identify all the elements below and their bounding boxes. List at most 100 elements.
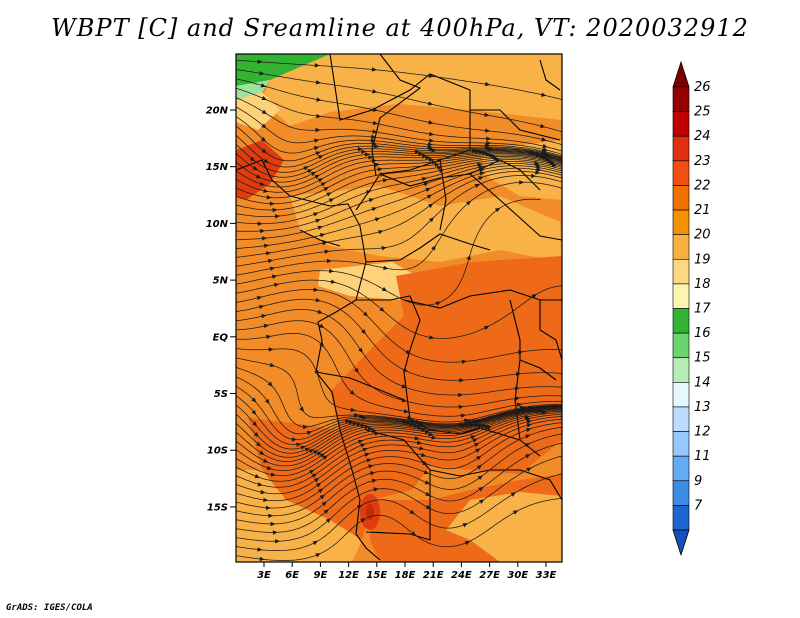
streamline-arrow: [267, 258, 274, 264]
streamline-arrow: [479, 171, 485, 176]
streamline-arrow: [463, 418, 470, 423]
streamlines: [236, 59, 562, 561]
streamline-arrow: [315, 151, 321, 156]
lon-label: 27E: [479, 570, 500, 581]
streamline-arrow: [259, 304, 265, 310]
streamline-arrow: [525, 434, 531, 439]
streamline-arrow: [413, 423, 419, 428]
streamline-arrow: [428, 157, 434, 163]
streamline-arrow: [316, 97, 322, 102]
lon-label: 24E: [451, 570, 472, 581]
colorbar-label: 12: [694, 425, 711, 440]
streamline-arrow: [323, 509, 329, 515]
streamline-arrow: [518, 350, 524, 355]
streamline-arrow: [253, 431, 259, 438]
lon-label: 3E: [257, 570, 271, 581]
streamline-arrow: [464, 541, 471, 546]
streamline-arrow: [316, 113, 322, 119]
streamline-arrow: [265, 251, 272, 256]
lon-label: 12E: [338, 570, 359, 581]
colorbar-swatch: [672, 357, 690, 383]
streamline-arrow: [317, 178, 324, 183]
streamline-arrow: [312, 540, 318, 546]
streamline-arrow: [528, 150, 534, 155]
colorbar-label: 22: [694, 178, 711, 193]
streamline-arrow: [374, 144, 380, 149]
streamline: [236, 395, 562, 445]
streamline-arrow: [266, 334, 272, 340]
streamline-arrow: [272, 530, 278, 535]
colorbar-swatch: [672, 160, 690, 186]
streamline-arrow: [462, 523, 468, 528]
streamline: [236, 348, 562, 423]
streamline-arrow: [256, 441, 262, 447]
streamline-arrow: [320, 182, 327, 187]
streamline: [236, 181, 562, 276]
streamline: [236, 134, 562, 168]
streamline-arrow: [326, 258, 332, 264]
streamline-arrow: [274, 214, 281, 219]
colorbar-swatch: [672, 209, 690, 235]
streamline-arrow: [478, 486, 484, 492]
streamline-arrow: [330, 279, 336, 284]
streamline-arrow: [381, 286, 388, 292]
streamline-arrow: [268, 513, 274, 518]
streamline: [236, 151, 562, 183]
streamline-arrow: [251, 397, 257, 403]
streamline-arrow: [263, 243, 270, 249]
colorbar-label: 18: [694, 277, 711, 292]
streamline: [236, 97, 562, 155]
streamline-arrow: [422, 153, 428, 158]
streamline-arrow: [313, 146, 320, 151]
colorbar-label: 26: [694, 80, 711, 95]
streamline-arrow: [259, 71, 265, 76]
streamline: [236, 366, 562, 428]
streamline-arrow: [378, 230, 384, 235]
streamline-arrow: [551, 162, 558, 168]
streamline-arrow: [515, 371, 522, 377]
streamline-arrow: [469, 423, 476, 429]
streamline-arrow: [421, 427, 427, 432]
streamline-arrow: [259, 181, 265, 186]
streamline-arrow: [254, 473, 260, 479]
streamline-arrow: [374, 431, 380, 436]
streamline-arrow: [483, 325, 490, 331]
streamline: [236, 408, 562, 467]
streamline-arrow: [402, 419, 408, 424]
streamline-arrow: [371, 67, 377, 72]
streamline-arrow: [263, 323, 269, 329]
colorbar-label: 20: [694, 228, 711, 243]
streamline-arrow: [311, 473, 317, 479]
streamline-arrow: [308, 448, 315, 454]
streamline-arrow: [531, 294, 537, 299]
colorbar-swatch: [672, 505, 690, 531]
colorbar-swatch: [672, 185, 690, 211]
colorbar-swatch: [672, 86, 690, 112]
streamline-arrow: [318, 323, 325, 329]
streamline-arrow: [465, 200, 472, 206]
streamline-arrow: [466, 254, 471, 261]
longitude-axis: 3E 6E 9E 12E 15E 18E 21E 24E 27E 30E 33E: [257, 562, 557, 581]
streamline-arrow: [510, 492, 516, 497]
streamline-arrow: [310, 171, 317, 177]
streamline: [236, 407, 562, 454]
streamline-arrow: [269, 201, 275, 206]
streamline-arrow: [371, 207, 377, 212]
streamline-arrow: [536, 167, 542, 172]
streamline-arrow: [359, 414, 365, 419]
streamline-arrow: [475, 149, 481, 154]
streamline-arrow: [414, 436, 420, 441]
streamline-arrow: [257, 221, 263, 226]
streamline: [236, 163, 562, 232]
streamline-arrow: [328, 268, 335, 274]
streamline-arrows: [249, 59, 558, 562]
streamline-arrow: [374, 162, 380, 168]
colorbar-swatch: [672, 258, 690, 285]
streamline-arrow: [317, 488, 324, 494]
streamline: [236, 357, 562, 425]
streamline-arrow: [354, 412, 360, 418]
streamline: [236, 376, 562, 435]
streamline-arrow: [428, 217, 434, 223]
streamline: [236, 125, 562, 162]
streamline-arrow: [524, 443, 531, 448]
